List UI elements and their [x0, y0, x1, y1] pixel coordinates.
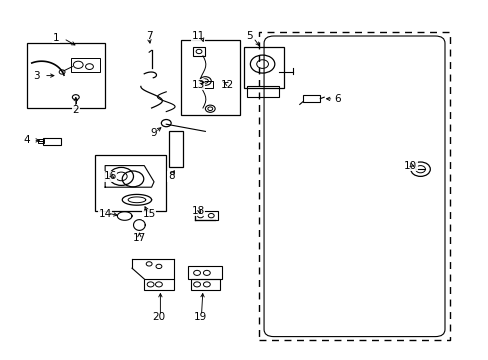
- Text: 6: 6: [333, 94, 340, 104]
- Bar: [181, 40, 239, 115]
- Text: 4: 4: [23, 135, 30, 145]
- Bar: [203, 81, 212, 88]
- Text: 12: 12: [220, 80, 234, 90]
- Bar: [188, 266, 222, 279]
- Text: 13: 13: [191, 80, 204, 90]
- Bar: [168, 131, 183, 167]
- Text: 18: 18: [191, 206, 204, 216]
- Bar: [190, 279, 220, 290]
- Text: 11: 11: [191, 31, 204, 41]
- Bar: [27, 43, 105, 108]
- Text: 14: 14: [98, 209, 112, 219]
- Text: 3: 3: [33, 71, 40, 81]
- Bar: [144, 279, 173, 290]
- Text: 15: 15: [142, 209, 156, 219]
- Text: 20: 20: [152, 312, 165, 322]
- Text: 2: 2: [72, 105, 79, 115]
- Bar: [71, 58, 100, 72]
- Bar: [194, 211, 217, 220]
- Text: 10: 10: [404, 161, 416, 171]
- Bar: [244, 47, 283, 88]
- Text: 17: 17: [132, 233, 146, 243]
- Bar: [193, 47, 205, 56]
- Bar: [43, 138, 61, 145]
- Text: 7: 7: [145, 31, 152, 41]
- Bar: [246, 86, 278, 97]
- Text: 19: 19: [193, 312, 207, 322]
- Text: 16: 16: [103, 171, 117, 181]
- Text: 5: 5: [245, 31, 252, 41]
- Bar: [303, 95, 320, 102]
- Text: 8: 8: [167, 171, 174, 181]
- Bar: [95, 155, 166, 211]
- Bar: [38, 139, 44, 143]
- Text: 1: 1: [53, 33, 60, 43]
- Text: 9: 9: [150, 128, 157, 138]
